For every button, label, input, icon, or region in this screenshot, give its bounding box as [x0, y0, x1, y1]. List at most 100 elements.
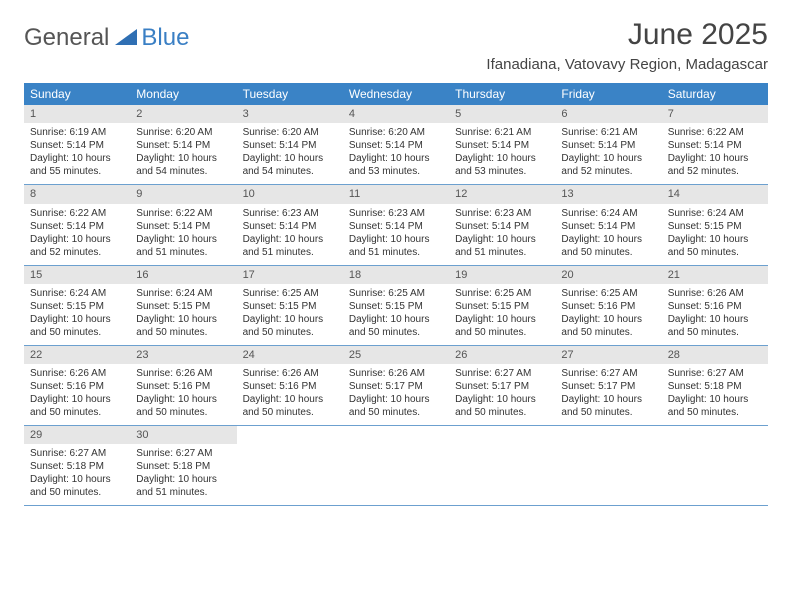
- day-number: 11: [343, 185, 449, 203]
- day-d2: and 50 minutes.: [349, 406, 443, 419]
- day-sr: Sunrise: 6:24 AM: [561, 207, 655, 220]
- day-body: Sunrise: 6:21 AMSunset: 5:14 PMDaylight:…: [449, 123, 555, 184]
- day-cell: 20Sunrise: 6:25 AMSunset: 5:16 PMDayligh…: [555, 266, 661, 345]
- day-sr: Sunrise: 6:27 AM: [136, 447, 230, 460]
- day-ss: Sunset: 5:18 PM: [668, 380, 762, 393]
- day-number: 9: [130, 185, 236, 203]
- day-sr: Sunrise: 6:22 AM: [30, 207, 124, 220]
- day-number: 14: [662, 185, 768, 203]
- day-number: 25: [343, 346, 449, 364]
- day-ss: Sunset: 5:16 PM: [561, 300, 655, 313]
- day-number: 30: [130, 426, 236, 444]
- day-number: 10: [237, 185, 343, 203]
- day-ss: Sunset: 5:14 PM: [561, 139, 655, 152]
- day-body: Sunrise: 6:20 AMSunset: 5:14 PMDaylight:…: [343, 123, 449, 184]
- day-cell: 5Sunrise: 6:21 AMSunset: 5:14 PMDaylight…: [449, 105, 555, 184]
- day-body: Sunrise: 6:25 AMSunset: 5:15 PMDaylight:…: [237, 284, 343, 345]
- day-body: Sunrise: 6:26 AMSunset: 5:16 PMDaylight:…: [662, 284, 768, 345]
- day-d1: Daylight: 10 hours: [136, 313, 230, 326]
- day-d1: Daylight: 10 hours: [30, 313, 124, 326]
- day-cell: 1Sunrise: 6:19 AMSunset: 5:14 PMDaylight…: [24, 105, 130, 184]
- day-sr: Sunrise: 6:26 AM: [136, 367, 230, 380]
- day-body: Sunrise: 6:24 AMSunset: 5:15 PMDaylight:…: [130, 284, 236, 345]
- day-number: 13: [555, 185, 661, 203]
- day-header-wed: Wednesday: [343, 83, 449, 105]
- day-sr: Sunrise: 6:24 AM: [136, 287, 230, 300]
- day-body: Sunrise: 6:27 AMSunset: 5:18 PMDaylight:…: [24, 444, 130, 505]
- day-cell: 6Sunrise: 6:21 AMSunset: 5:14 PMDaylight…: [555, 105, 661, 184]
- week-row: 22Sunrise: 6:26 AMSunset: 5:16 PMDayligh…: [24, 346, 768, 426]
- day-sr: Sunrise: 6:20 AM: [243, 126, 337, 139]
- day-cell: 14Sunrise: 6:24 AMSunset: 5:15 PMDayligh…: [662, 185, 768, 264]
- empty-cell: [237, 426, 343, 505]
- day-cell: 9Sunrise: 6:22 AMSunset: 5:14 PMDaylight…: [130, 185, 236, 264]
- day-number: 20: [555, 266, 661, 284]
- day-ss: Sunset: 5:18 PM: [30, 460, 124, 473]
- day-cell: 8Sunrise: 6:22 AMSunset: 5:14 PMDaylight…: [24, 185, 130, 264]
- day-body: Sunrise: 6:26 AMSunset: 5:16 PMDaylight:…: [24, 364, 130, 425]
- day-body: Sunrise: 6:25 AMSunset: 5:16 PMDaylight:…: [555, 284, 661, 345]
- day-body: Sunrise: 6:26 AMSunset: 5:16 PMDaylight:…: [237, 364, 343, 425]
- day-d1: Daylight: 10 hours: [349, 152, 443, 165]
- day-body: Sunrise: 6:27 AMSunset: 5:18 PMDaylight:…: [130, 444, 236, 505]
- day-d1: Daylight: 10 hours: [668, 393, 762, 406]
- day-sr: Sunrise: 6:26 AM: [349, 367, 443, 380]
- day-d1: Daylight: 10 hours: [455, 233, 549, 246]
- day-d1: Daylight: 10 hours: [243, 313, 337, 326]
- day-d2: and 50 minutes.: [243, 406, 337, 419]
- day-cell: 17Sunrise: 6:25 AMSunset: 5:15 PMDayligh…: [237, 266, 343, 345]
- day-number: 29: [24, 426, 130, 444]
- day-d2: and 54 minutes.: [243, 165, 337, 178]
- day-sr: Sunrise: 6:27 AM: [455, 367, 549, 380]
- day-d2: and 52 minutes.: [561, 165, 655, 178]
- day-header-sun: Sunday: [24, 83, 130, 105]
- day-d1: Daylight: 10 hours: [30, 393, 124, 406]
- day-number: 26: [449, 346, 555, 364]
- day-d2: and 51 minutes.: [455, 246, 549, 259]
- day-body: Sunrise: 6:22 AMSunset: 5:14 PMDaylight:…: [24, 204, 130, 265]
- day-d2: and 50 minutes.: [668, 246, 762, 259]
- day-sr: Sunrise: 6:21 AM: [561, 126, 655, 139]
- day-body: Sunrise: 6:22 AMSunset: 5:14 PMDaylight:…: [662, 123, 768, 184]
- day-sr: Sunrise: 6:26 AM: [668, 287, 762, 300]
- day-ss: Sunset: 5:18 PM: [136, 460, 230, 473]
- day-ss: Sunset: 5:16 PM: [668, 300, 762, 313]
- day-number: 28: [662, 346, 768, 364]
- day-number: 15: [24, 266, 130, 284]
- day-d1: Daylight: 10 hours: [136, 473, 230, 486]
- day-number: 27: [555, 346, 661, 364]
- day-body: Sunrise: 6:24 AMSunset: 5:15 PMDaylight:…: [662, 204, 768, 265]
- day-d2: and 50 minutes.: [455, 326, 549, 339]
- title-block: June 2025 Ifanadiana, Vatovavy Region, M…: [486, 18, 768, 73]
- week-row: 8Sunrise: 6:22 AMSunset: 5:14 PMDaylight…: [24, 185, 768, 265]
- day-cell: 27Sunrise: 6:27 AMSunset: 5:17 PMDayligh…: [555, 346, 661, 425]
- day-ss: Sunset: 5:16 PM: [30, 380, 124, 393]
- day-cell: 10Sunrise: 6:23 AMSunset: 5:14 PMDayligh…: [237, 185, 343, 264]
- day-cell: 23Sunrise: 6:26 AMSunset: 5:16 PMDayligh…: [130, 346, 236, 425]
- day-number: 24: [237, 346, 343, 364]
- day-d1: Daylight: 10 hours: [136, 233, 230, 246]
- logo: General Blue: [24, 18, 189, 52]
- day-d2: and 50 minutes.: [136, 326, 230, 339]
- day-body: Sunrise: 6:27 AMSunset: 5:17 PMDaylight:…: [449, 364, 555, 425]
- day-sr: Sunrise: 6:24 AM: [30, 287, 124, 300]
- day-number: 18: [343, 266, 449, 284]
- day-cell: 4Sunrise: 6:20 AMSunset: 5:14 PMDaylight…: [343, 105, 449, 184]
- day-d2: and 51 minutes.: [349, 246, 443, 259]
- day-d2: and 50 minutes.: [561, 246, 655, 259]
- day-d1: Daylight: 10 hours: [136, 393, 230, 406]
- day-d1: Daylight: 10 hours: [455, 152, 549, 165]
- day-ss: Sunset: 5:15 PM: [243, 300, 337, 313]
- location-subtitle: Ifanadiana, Vatovavy Region, Madagascar: [486, 56, 768, 73]
- day-sr: Sunrise: 6:27 AM: [30, 447, 124, 460]
- day-ss: Sunset: 5:14 PM: [243, 139, 337, 152]
- triangle-icon: [115, 27, 137, 50]
- empty-cell: [343, 426, 449, 505]
- day-ss: Sunset: 5:16 PM: [136, 380, 230, 393]
- day-ss: Sunset: 5:14 PM: [136, 139, 230, 152]
- day-sr: Sunrise: 6:25 AM: [455, 287, 549, 300]
- day-sr: Sunrise: 6:20 AM: [349, 126, 443, 139]
- day-d2: and 53 minutes.: [455, 165, 549, 178]
- day-number: 7: [662, 105, 768, 123]
- day-body: Sunrise: 6:23 AMSunset: 5:14 PMDaylight:…: [237, 204, 343, 265]
